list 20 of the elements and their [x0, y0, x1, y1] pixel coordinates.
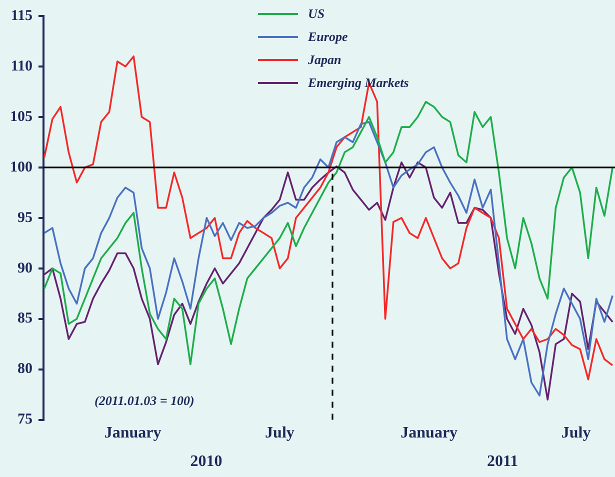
y-tick-label: 85 [18, 310, 32, 327]
x-tick-label: July [265, 424, 294, 442]
y-tick-label: 115 [10, 8, 32, 24]
text: 2010 [190, 452, 222, 470]
text: 2011 [487, 452, 518, 470]
y-tick-label: 95 [18, 210, 32, 226]
x-tick-label: January [104, 424, 162, 442]
y-tick-label: 80 [18, 361, 32, 378]
legend-label: Japan [308, 52, 342, 68]
y-tick-label: 75 [18, 412, 32, 428]
x-tick-label: January [400, 424, 458, 442]
legend-label: Emerging Markets [308, 74, 409, 90]
annotation: (2011.01.03 = 100) [94, 393, 194, 408]
legend-label: US [308, 6, 325, 22]
x-tick-label: July [561, 424, 591, 442]
y-tick-label: 100 [10, 159, 32, 176]
legend-label: Europe [308, 28, 348, 44]
y-tick-label: 110 [10, 58, 32, 74]
y-tick-label: 90 [18, 260, 32, 276]
y-tick-label: 105 [10, 108, 32, 125]
